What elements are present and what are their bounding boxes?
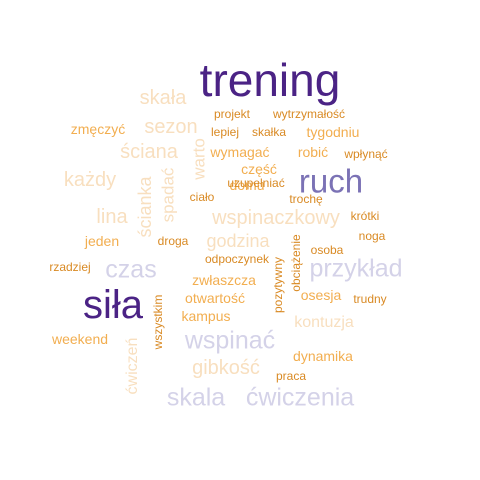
word-cloud-word: siła [82,283,144,327]
word-cloud-word: część [241,161,277,177]
word-cloud-word: ciało [189,190,215,204]
word-cloud-word: odpoczynek [204,252,270,266]
word-cloud-word: kampus [181,308,231,324]
word-cloud-word: rzadziej [49,260,91,274]
word-cloud-word: ćwiczeń [124,337,141,395]
word-cloud-word: trening [199,54,341,106]
word-cloud-word: robić [297,144,329,160]
word-cloud-word: wszystkim [151,294,165,350]
word-cloud-word: skała [139,87,187,109]
word-cloud-word: tygodniu [306,124,360,140]
word-cloud-word: przykład [309,254,403,283]
word-cloud-word: czas [105,255,157,284]
word-cloud-word: gibkość [192,357,260,379]
word-cloud-word: domu [229,177,265,193]
word-cloud-word: obciążenie [289,234,303,292]
word-cloud-word: skala [166,383,226,412]
word-cloud-word: lina [96,206,128,228]
word-cloud-word: warto [189,138,209,180]
word-cloud-word: ściana [120,141,178,163]
word-cloud-word: wspinaczkowy [212,207,340,229]
word-cloud-word: wpłynąć [344,147,388,161]
word-cloud-word: noga [358,229,386,243]
word-cloud-word: trochę [289,192,323,206]
word-cloud-word: sezon [144,116,198,138]
word-cloud-word: osoba [310,243,344,257]
word-cloud-word: zwłaszcza [192,272,256,288]
word-cloud-word: spadać [158,167,178,223]
word-cloud-word: dynamika [293,348,353,364]
word-cloud-word: ćwiczenia [245,383,355,412]
word-cloud-word: wytrzymałość [272,107,346,121]
word-cloud-word: skałka [251,125,287,139]
word-cloud-word: wymagać [210,144,270,160]
word-cloud-word: praca [275,369,307,383]
word-cloud-word: ruch [298,162,364,200]
word-cloud-word: osesja [300,287,342,303]
word-cloud-word: kontuzja [294,314,354,331]
word-cloud-word: godzina [206,231,270,251]
word-cloud-word: zmęczyć [70,121,126,137]
word-cloud-word: projekt [213,107,251,121]
word-cloud-word: weekend [51,331,109,347]
word-cloud-word: jeden [84,233,120,249]
word-cloud-word: pozytywny [271,256,285,314]
word-cloud-word: wspinać [184,326,276,355]
word-cloud-word: uzupełniać [227,176,285,190]
word-cloud-word: krótki [350,209,380,223]
word-cloud-word: każdy [63,169,117,191]
word-cloud-word: trudny [353,292,387,306]
word-cloud-word: ścianka [135,176,155,238]
word-cloud-word: otwartość [185,290,245,306]
word-cloud-word: droga [157,234,189,248]
word-cloud-word: lepiej [210,125,240,139]
